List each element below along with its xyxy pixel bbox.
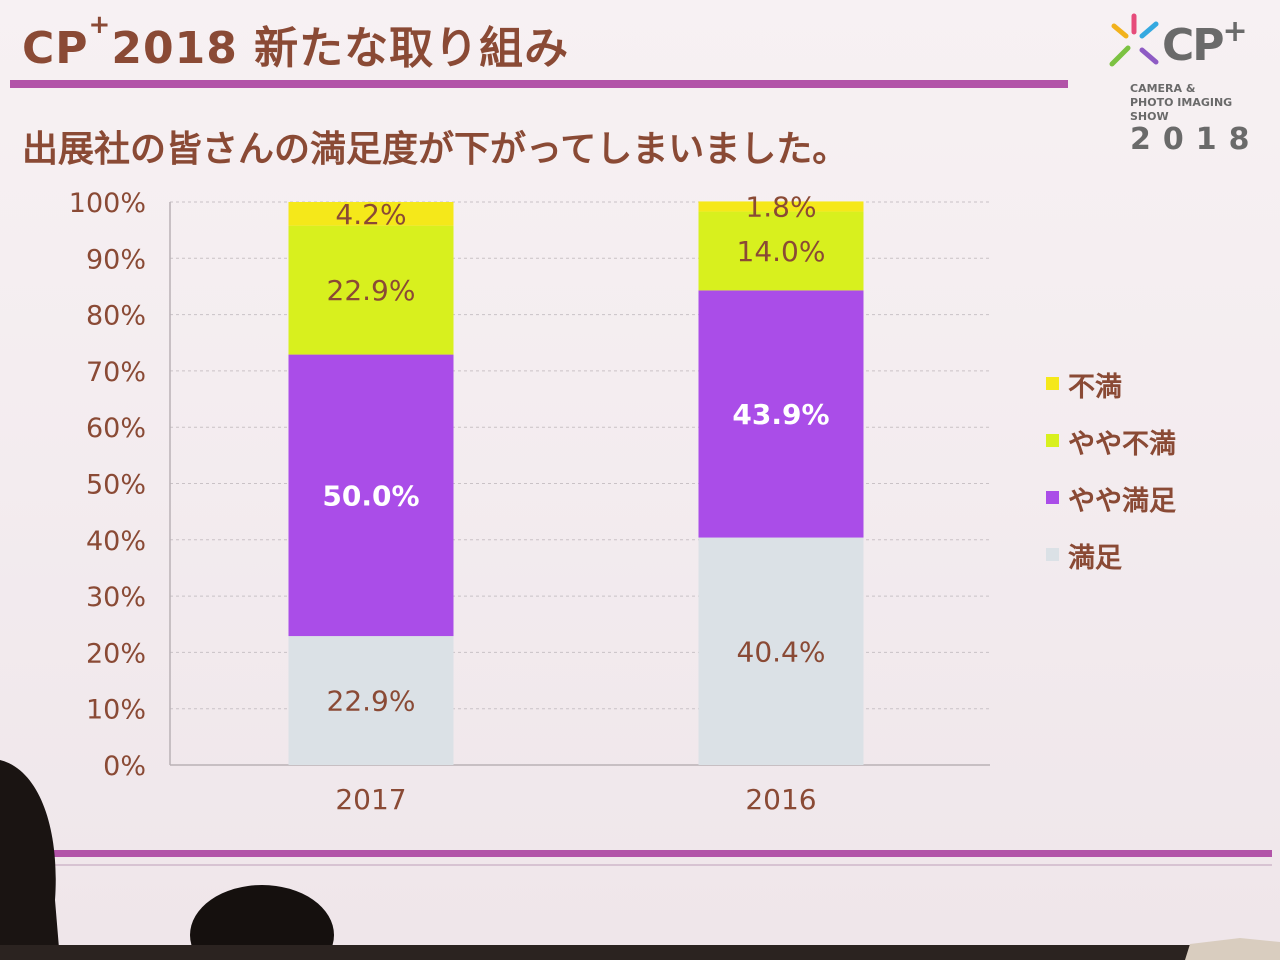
bar-segment <box>288 202 454 226</box>
stacked-bar-chart: 0% 10% 20% 30% 40% 50% 60% 70% 80% 90% 100% 22.9% 50… <box>69 188 990 816</box>
logo-tagline: CAMERA & PHOTO IMAGING SHOW <box>1130 82 1233 123</box>
bar-segment <box>288 636 454 765</box>
legend-label: やや満足 <box>1068 486 1176 517</box>
y-tick-label: 0% <box>103 751 146 782</box>
y-tick-label: 10% <box>86 695 146 726</box>
logo-wordmark: CP+ <box>1162 14 1248 71</box>
legend-item: やや不満 <box>1046 422 1246 479</box>
bar-segment <box>288 225 454 355</box>
data-label: 50.0% <box>322 479 419 512</box>
title-prefix: CP <box>22 23 89 74</box>
bar-segment <box>698 211 864 291</box>
audience-head-left <box>0 760 60 960</box>
logo-name: CP <box>1162 20 1225 71</box>
y-tick-label: 40% <box>86 526 146 557</box>
legend-swatch <box>1046 491 1059 504</box>
bottom-divider <box>6 850 1272 857</box>
x-tick-label: 2016 <box>745 783 816 816</box>
cp-starburst-icon <box>1109 13 1159 67</box>
data-label: 22.9% <box>327 274 416 307</box>
legend-label: 満足 <box>1068 543 1122 574</box>
y-tick-label: 60% <box>86 413 146 444</box>
legend-swatch <box>1046 377 1059 390</box>
slide-subtitle: 出展社の皆さんの満足度が下がってしまいました。 <box>22 129 849 170</box>
chart-legend: 不満やや不満やや満足満足 <box>1046 365 1246 593</box>
data-label: 14.0% <box>737 235 826 268</box>
legend-swatch <box>1046 434 1059 447</box>
logo-plus: + <box>1222 14 1248 49</box>
legend-item: 不満 <box>1046 365 1246 422</box>
bar-segment <box>698 537 864 765</box>
cp-plus-logo: CP+ CAMERA & PHOTO IMAGING SHOW 2018 <box>1104 12 1264 162</box>
legend-item: やや満足 <box>1046 479 1246 536</box>
legend-swatch <box>1046 548 1059 561</box>
logo-year: 2018 <box>1130 122 1262 157</box>
y-tick-label: 30% <box>86 582 146 613</box>
title-plus: + <box>88 10 112 40</box>
bar-segment <box>698 201 864 212</box>
y-tick-label: 70% <box>86 357 146 388</box>
bar-segment <box>698 290 864 538</box>
data-label: 4.2% <box>335 198 406 231</box>
slide-title: CP+2018 新たな取り組み <box>22 10 570 76</box>
data-label: 40.4% <box>737 635 826 668</box>
audience-hand-right <box>1185 938 1280 960</box>
title-rest: 2018 新たな取り組み <box>111 23 570 74</box>
data-label: 43.9% <box>732 398 829 431</box>
y-tick-label: 50% <box>86 470 146 501</box>
legend-label: 不満 <box>1068 372 1122 403</box>
y-tick-label: 90% <box>86 244 146 275</box>
data-label: 22.9% <box>327 685 416 718</box>
screen-bottom-edge <box>0 945 1280 960</box>
y-tick-label: 20% <box>86 638 146 669</box>
bar-segment <box>288 354 454 637</box>
x-tick-label: 2017 <box>335 783 406 816</box>
legend-item: 満足 <box>1046 536 1246 593</box>
legend-label: やや不満 <box>1068 429 1176 460</box>
y-tick-label: 100% <box>69 188 146 219</box>
data-label: 1.8% <box>745 191 816 224</box>
y-tick-label: 80% <box>86 301 146 332</box>
audience-head-center <box>190 885 334 960</box>
title-divider <box>10 80 1068 88</box>
bottom-divider-thin <box>6 864 1272 866</box>
